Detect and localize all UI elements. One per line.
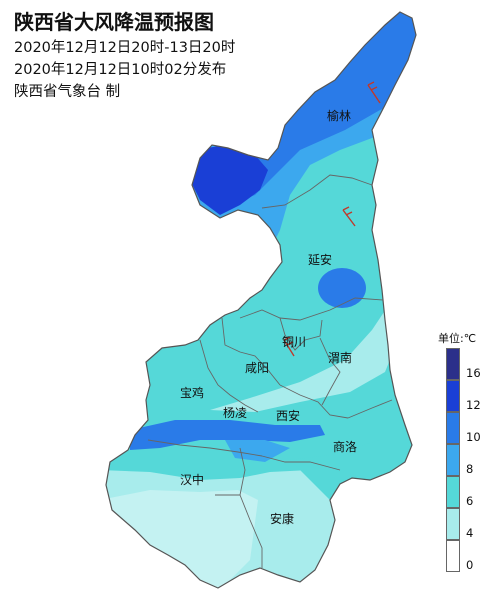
city-label-baoji: 宝鸡 [180,386,205,400]
legend-swatch [446,412,460,444]
legend-swatch [446,540,460,572]
legend-swatch [446,348,460,380]
wind-barb-icon [367,81,381,104]
legend-label: 8 [466,462,474,476]
color-legend: 单位:℃ 16 12 10 8 6 4 0 [432,330,498,572]
issue-time: 2020年12月12日10时02分发布 [14,62,227,78]
city-label-hanzhong: 汉中 [180,473,205,487]
city-label-yangling: 杨凌 [223,406,248,420]
city-label-tongchuan: 铜川 [282,335,307,349]
city-label-yanan: 延安 [308,253,333,267]
legend-label: 12 [466,398,481,412]
legend-swatch [446,476,460,508]
legend-label: 10 [466,430,481,444]
legend-swatch [446,380,460,412]
legend-swatch [446,508,460,540]
city-label-ankang: 安康 [270,512,295,526]
producer-label: 陕西省气象台 制 [14,84,121,100]
city-label-shangluo: 商洛 [333,440,358,454]
city-label-yulin: 榆林 [327,109,352,123]
forecast-period: 2020年12月12日20时-13日20时 [14,40,236,56]
map-title: 陕西省大风降温预报图 [14,10,214,34]
city-label-xianyang: 咸阳 [245,361,270,375]
wind-barb-icon [342,206,356,227]
legend-label: 4 [466,526,474,540]
legend-label: 6 [466,494,474,508]
city-label-xian: 西安 [276,409,301,423]
legend-unit: 单位:℃ [438,332,477,345]
wind-barb-icon [283,336,295,357]
map-header: 陕西省大风降温预报图 2020年12月12日20时-13日20时 2020年12… [14,6,235,101]
legend-label: 16 [466,366,481,380]
city-label-weinan: 渭南 [328,351,353,365]
legend-label: 0 [466,558,474,572]
legend-swatch [446,444,460,476]
